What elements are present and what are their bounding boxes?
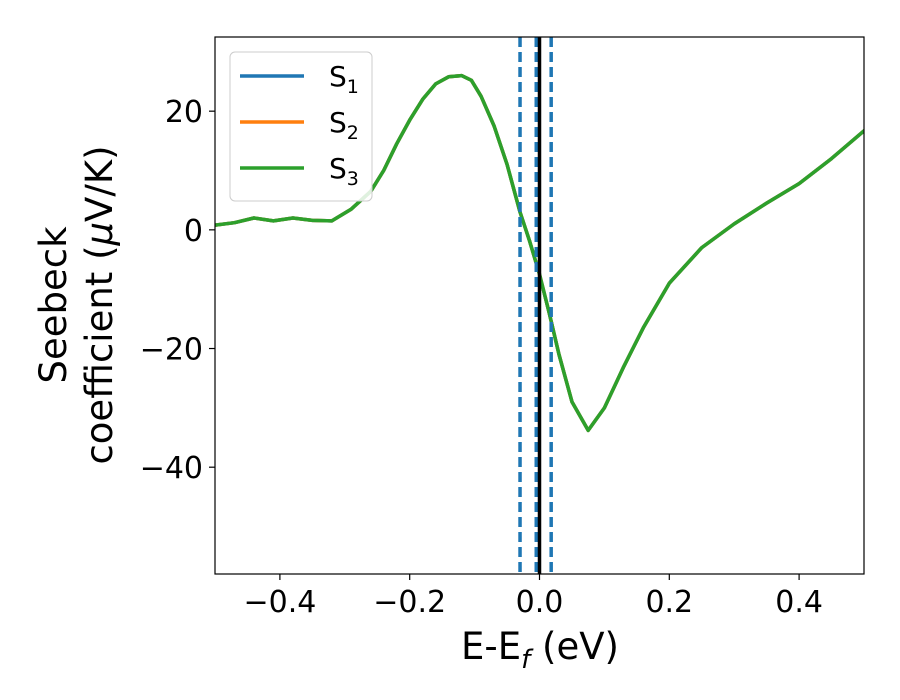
y-axis-label-line2-post: V/K) xyxy=(78,145,121,221)
x-tick-label: 0.0 xyxy=(516,585,564,620)
legend: S1 S2 S3 xyxy=(229,51,373,202)
series-line-s3 xyxy=(215,73,864,433)
y-axis-label-line1: Seebeck xyxy=(32,226,75,384)
legend-label-s2: S2 xyxy=(329,106,359,144)
y-tick-label: 0 xyxy=(184,214,203,249)
plot-area xyxy=(215,37,864,574)
x-tick-label: −0.4 xyxy=(243,585,316,620)
x-axis-label-main: E-E xyxy=(461,625,521,668)
y-axis: 20 0 −20 −40 xyxy=(140,95,215,486)
x-axis-label: E-Ef (eV) xyxy=(461,625,619,675)
y-axis-label-mu: μ xyxy=(78,222,121,247)
legend-label-s3: S3 xyxy=(329,152,359,190)
x-tick-label: −0.2 xyxy=(373,585,446,620)
y-tick-label: −20 xyxy=(140,333,203,368)
legend-box xyxy=(229,51,373,202)
y-axis-label-line2-pre: coefficient ( xyxy=(78,245,121,464)
legend-label-s1: S1 xyxy=(329,60,359,98)
x-axis-label-unit: (eV) xyxy=(530,625,619,668)
x-tick-label: 0.4 xyxy=(775,585,823,620)
y-axis-label-line2: coefficient (μV/K) xyxy=(78,145,121,464)
x-axis: −0.4 −0.2 0.0 0.2 0.4 xyxy=(243,574,823,620)
y-tick-label: 20 xyxy=(165,95,203,130)
y-axis-label: Seebeck coefficient (μV/K) xyxy=(32,145,121,464)
x-tick-label: 0.2 xyxy=(645,585,693,620)
y-tick-label: −40 xyxy=(140,451,203,486)
